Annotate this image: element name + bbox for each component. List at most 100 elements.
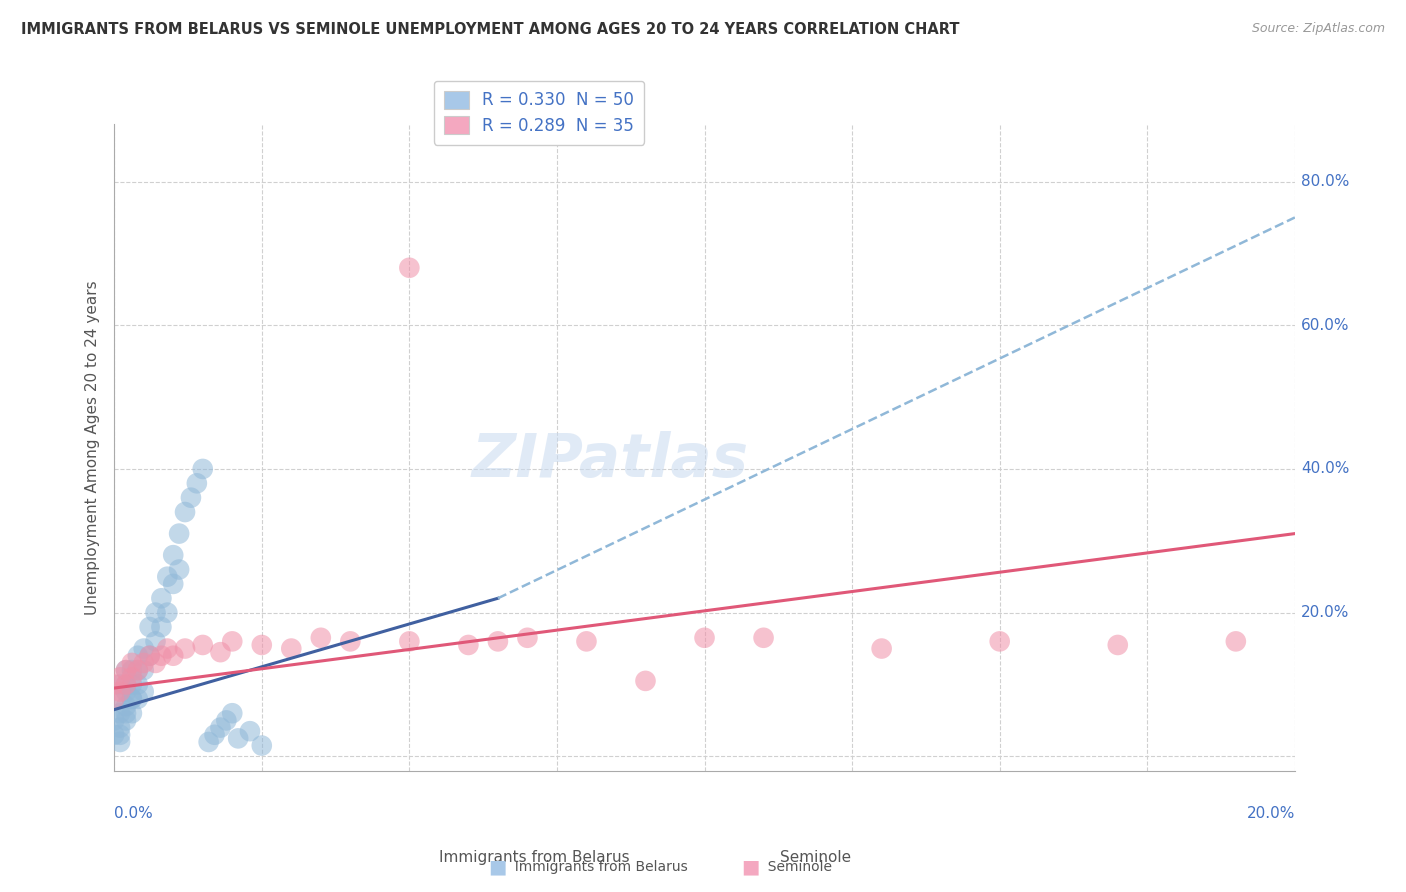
- Text: 0.0%: 0.0%: [114, 806, 153, 822]
- Point: [339, 634, 361, 648]
- Point: [191, 462, 214, 476]
- Point: [115, 663, 138, 677]
- Point: [103, 714, 125, 728]
- Point: [121, 691, 143, 706]
- Point: [162, 648, 184, 663]
- Point: [108, 677, 131, 691]
- Point: [575, 634, 598, 648]
- Point: [752, 631, 775, 645]
- Point: [138, 620, 160, 634]
- Point: [516, 631, 538, 645]
- Text: ZIPatlas: ZIPatlas: [471, 431, 748, 490]
- Point: [180, 491, 202, 505]
- Point: [103, 728, 125, 742]
- Point: [127, 663, 149, 677]
- Point: [174, 641, 197, 656]
- Point: [115, 706, 138, 721]
- Point: [221, 706, 243, 721]
- Point: [870, 641, 893, 656]
- Point: [1225, 634, 1247, 648]
- Point: [132, 663, 155, 677]
- Point: [186, 476, 208, 491]
- Point: [209, 721, 232, 735]
- Point: [145, 634, 167, 648]
- Text: Seminole: Seminole: [759, 860, 832, 874]
- Point: [398, 260, 420, 275]
- Text: Source: ZipAtlas.com: Source: ZipAtlas.com: [1251, 22, 1385, 36]
- Point: [138, 648, 160, 663]
- Point: [162, 577, 184, 591]
- Point: [108, 728, 131, 742]
- Point: [115, 699, 138, 714]
- Point: [150, 648, 173, 663]
- Point: [145, 606, 167, 620]
- Text: 60.0%: 60.0%: [1301, 318, 1350, 333]
- Text: Immigrants from Belarus: Immigrants from Belarus: [506, 860, 688, 874]
- Text: 20.0%: 20.0%: [1301, 605, 1350, 620]
- Point: [239, 724, 262, 739]
- Point: [132, 641, 155, 656]
- Point: [108, 735, 131, 749]
- Point: [457, 638, 479, 652]
- Point: [121, 706, 143, 721]
- Text: Immigrants from Belarus: Immigrants from Belarus: [439, 850, 630, 865]
- Point: [150, 620, 173, 634]
- Point: [138, 648, 160, 663]
- Point: [226, 731, 249, 746]
- Point: [280, 641, 302, 656]
- Point: [162, 548, 184, 562]
- Point: [121, 663, 143, 677]
- Point: [309, 631, 332, 645]
- Point: [115, 677, 138, 691]
- Point: [108, 706, 131, 721]
- Point: [121, 670, 143, 684]
- Point: [127, 663, 149, 677]
- Point: [115, 684, 138, 698]
- Point: [167, 526, 190, 541]
- Point: [156, 606, 179, 620]
- Point: [103, 691, 125, 706]
- Y-axis label: Unemployment Among Ages 20 to 24 years: Unemployment Among Ages 20 to 24 years: [86, 280, 100, 615]
- Point: [121, 677, 143, 691]
- Text: ■: ■: [741, 857, 759, 877]
- Text: 40.0%: 40.0%: [1301, 461, 1350, 476]
- Point: [132, 684, 155, 698]
- Point: [115, 677, 138, 691]
- Text: 80.0%: 80.0%: [1301, 174, 1350, 189]
- Point: [486, 634, 509, 648]
- Point: [167, 562, 190, 576]
- Point: [215, 714, 238, 728]
- Point: [108, 721, 131, 735]
- Point: [127, 648, 149, 663]
- Point: [150, 591, 173, 606]
- Point: [1107, 638, 1129, 652]
- Point: [121, 691, 143, 706]
- Point: [108, 670, 131, 684]
- Point: [103, 677, 125, 691]
- Point: [204, 728, 226, 742]
- Point: [156, 641, 179, 656]
- Point: [108, 691, 131, 706]
- Point: [115, 714, 138, 728]
- Text: 20.0%: 20.0%: [1247, 806, 1295, 822]
- Point: [127, 691, 149, 706]
- Point: [988, 634, 1011, 648]
- Legend: R = 0.330  N = 50, R = 0.289  N = 35: R = 0.330 N = 50, R = 0.289 N = 35: [434, 80, 644, 145]
- Point: [108, 684, 131, 698]
- Point: [121, 656, 143, 670]
- Point: [174, 505, 197, 519]
- Point: [398, 634, 420, 648]
- Text: Seminole: Seminole: [780, 850, 851, 865]
- Point: [634, 673, 657, 688]
- Point: [209, 645, 232, 659]
- Point: [693, 631, 716, 645]
- Text: ■: ■: [488, 857, 506, 877]
- Point: [132, 656, 155, 670]
- Point: [250, 739, 273, 753]
- Point: [127, 677, 149, 691]
- Point: [197, 735, 219, 749]
- Point: [191, 638, 214, 652]
- Point: [221, 634, 243, 648]
- Text: IMMIGRANTS FROM BELARUS VS SEMINOLE UNEMPLOYMENT AMONG AGES 20 TO 24 YEARS CORRE: IMMIGRANTS FROM BELARUS VS SEMINOLE UNEM…: [21, 22, 959, 37]
- Point: [250, 638, 273, 652]
